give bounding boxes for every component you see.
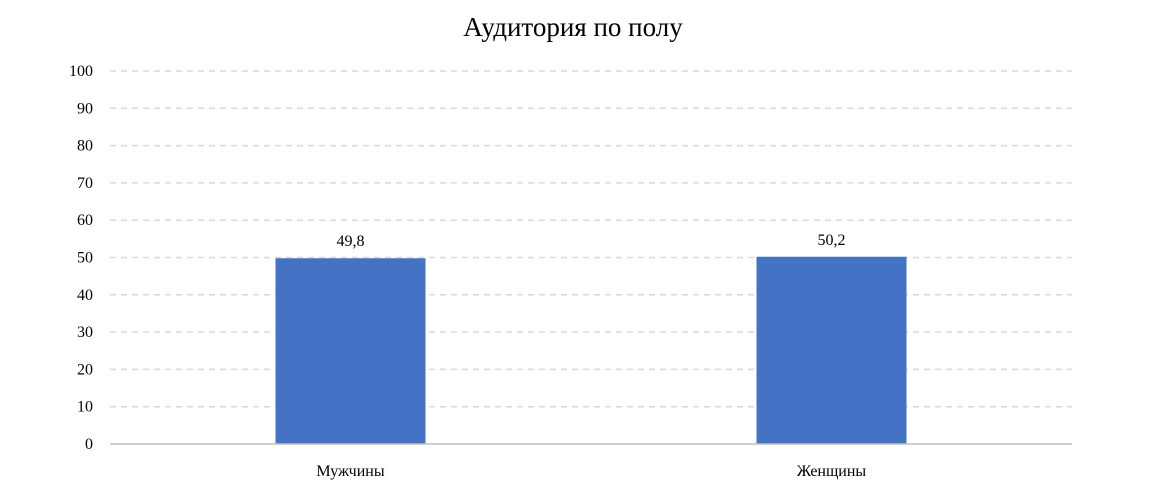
data-label: 50,2 (818, 232, 846, 249)
x-category-label: Женщины (797, 463, 867, 480)
y-tick-label: 50 (77, 250, 93, 267)
y-tick-label: 70 (77, 175, 93, 192)
bar (275, 258, 426, 444)
data-labels: 49,8 50,2 (337, 232, 846, 250)
y-tick-label: 30 (77, 324, 93, 341)
x-axis-categories: Мужчины Женщины (316, 463, 866, 480)
y-tick-label: 40 (77, 287, 93, 304)
y-tick-label: 90 (77, 100, 93, 117)
y-tick-label: 10 (77, 399, 93, 416)
y-tick-label: 80 (77, 138, 93, 155)
y-axis-ticks: 0 10 20 30 40 50 60 70 80 90 100 (69, 63, 93, 453)
y-tick-label: 60 (77, 212, 93, 229)
gridlines (110, 70, 1072, 408)
y-tick-label: 100 (69, 63, 93, 80)
y-tick-label: 0 (85, 436, 93, 453)
y-tick-label: 20 (77, 361, 93, 378)
chart-title: Аудитория по полу (463, 12, 683, 42)
data-label: 49,8 (337, 233, 365, 250)
bars (275, 256, 907, 444)
bar (756, 256, 907, 444)
x-category-label: Мужчины (316, 463, 384, 480)
